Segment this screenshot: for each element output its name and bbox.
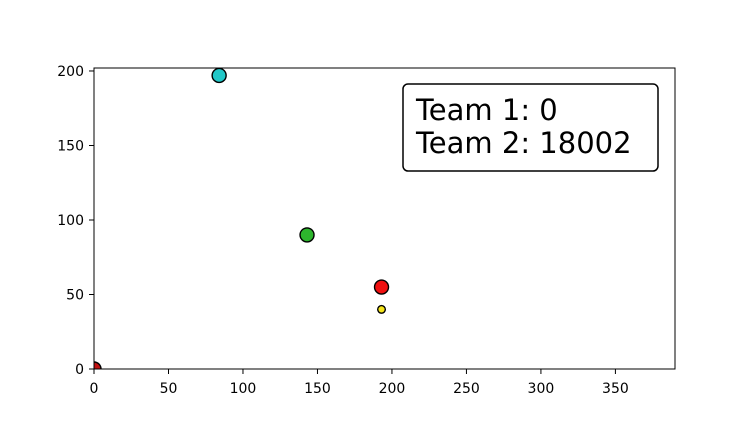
x-axis: 0 50 100 150 200 250 300 350 [90, 369, 629, 397]
x-tick-label: 100 [230, 381, 257, 397]
y-tick-label: 200 [57, 64, 84, 80]
y-tick-label: 0 [75, 362, 84, 378]
x-tick-label: 250 [453, 381, 480, 397]
y-axis: 0 50 100 150 200 [57, 64, 94, 378]
x-tick-label: 300 [528, 381, 555, 397]
x-tick-label: 200 [379, 381, 406, 397]
y-tick-label: 50 [66, 287, 84, 303]
game-piece-point [373, 279, 390, 295]
game-piece-point [377, 304, 387, 314]
team-2-score: Team 2: 18002 [415, 126, 632, 160]
scoreboard-box [402, 83, 659, 172]
plot-frame [93, 67, 676, 370]
x-tick-label: 150 [304, 381, 331, 397]
y-tick-label: 100 [57, 213, 84, 229]
points-layer [94, 68, 390, 369]
scoreboard: Team 1: 0 Team 2: 18002 [402, 83, 659, 172]
game-piece-point [211, 68, 227, 84]
game-piece-point [94, 361, 102, 369]
x-tick-label: 0 [90, 381, 99, 397]
game-piece-point [299, 227, 315, 243]
x-tick-label: 350 [602, 381, 629, 397]
team-1-score: Team 1: 0 [415, 93, 558, 127]
y-tick-label: 150 [57, 138, 84, 154]
x-tick-label: 50 [160, 381, 178, 397]
